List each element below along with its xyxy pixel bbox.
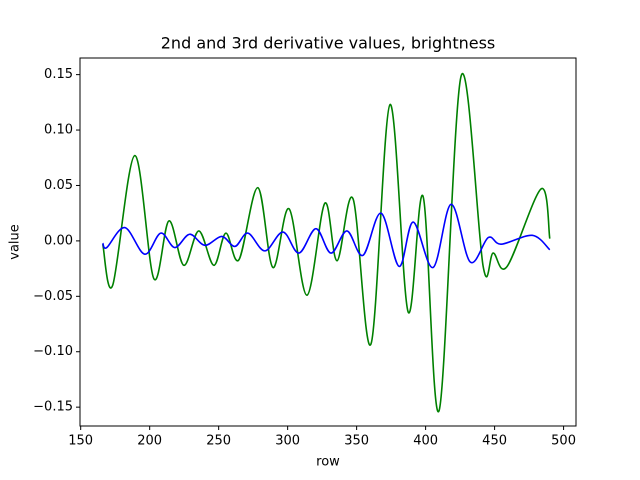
x-tick-label: 300 xyxy=(275,434,300,449)
x-tick-label: 250 xyxy=(206,434,231,449)
y-tick-label: −0.15 xyxy=(33,400,73,415)
plot-frame xyxy=(79,57,577,427)
x-tick-label: 200 xyxy=(137,434,162,449)
y-tick-label: 0.10 xyxy=(44,123,73,138)
x-tick-label: 500 xyxy=(551,434,576,449)
x-tick-label: 400 xyxy=(413,434,438,449)
data-line xyxy=(101,72,551,413)
y-tick-label: −0.10 xyxy=(33,344,73,359)
y-tick-label: 0.05 xyxy=(44,178,73,193)
chart-title: 2nd and 3rd derivative values, brightnes… xyxy=(161,34,496,53)
x-tick-label: 450 xyxy=(482,434,507,449)
x-tick-label: 150 xyxy=(68,434,93,449)
data-line xyxy=(102,203,551,269)
y-tick-label: 0.00 xyxy=(44,233,73,248)
x-tick-label: 350 xyxy=(344,434,369,449)
x-axis-label: row xyxy=(316,455,340,470)
y-tick-label: −0.05 xyxy=(33,289,73,304)
y-axis-label: value xyxy=(8,224,23,260)
y-tick-label: 0.15 xyxy=(44,67,73,82)
